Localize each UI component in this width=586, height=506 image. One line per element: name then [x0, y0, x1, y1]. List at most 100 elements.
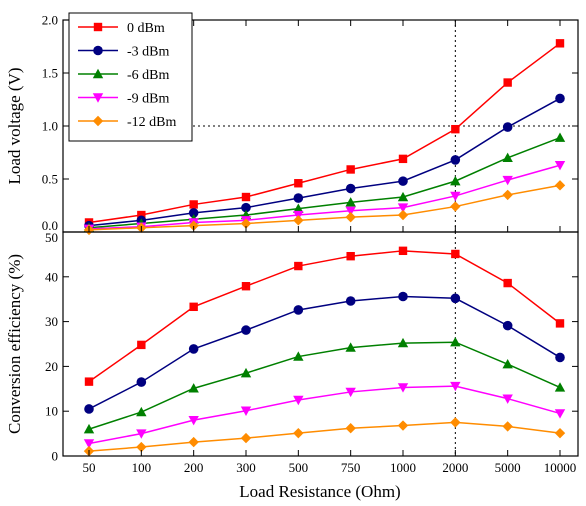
bottom-data-point: [136, 441, 147, 453]
legend-swatch-marker: [92, 68, 104, 79]
bottom-data-point: [240, 367, 252, 378]
top-data-point: [450, 155, 461, 165]
legend-entry: -9 dBm: [78, 92, 170, 107]
bottom-data-point: [450, 337, 461, 347]
top-data-point: [345, 183, 356, 194]
top-ytick-label: 1.0: [42, 119, 58, 134]
top-data-point: [397, 203, 409, 213]
bottom-data-point: [555, 352, 565, 363]
bottom-series-2: [83, 337, 566, 434]
top-ytick-label: 1.5: [42, 66, 58, 81]
legend-label: -9 dBm: [127, 92, 170, 107]
top-data-point: [451, 124, 460, 134]
top-data-point: [345, 206, 356, 216]
bottom-data-point: [345, 423, 356, 434]
x-axis: 50 100 200 300 500 750 1000 2000 5000 10000: [83, 20, 576, 475]
bottom-data-point: [84, 377, 94, 386]
top-data-point: [398, 154, 408, 164]
bottom-data-point: [83, 423, 95, 434]
bottom-data-point: [189, 302, 198, 312]
x-tick-label: 2000: [442, 460, 468, 475]
bottom-data-point: [450, 293, 461, 304]
x-tick-label: 1000: [390, 460, 416, 475]
bottom-series-line: [88, 421, 561, 452]
bottom-series-3: [83, 381, 566, 449]
top-data-point: [555, 39, 565, 48]
top-ytick-label: 0.5: [42, 172, 58, 187]
top-series-0: [84, 39, 565, 227]
top-data-point: [188, 208, 199, 218]
bottom-ytick-label: 0: [52, 449, 59, 464]
bottom-data-point: [293, 427, 304, 439]
legend-box: [68, 12, 193, 142]
top-series-line: [88, 97, 561, 227]
x-tick-label: 200: [184, 460, 204, 475]
legend-entry: -3 dBm: [78, 45, 170, 60]
bottom-data-point: [136, 406, 147, 417]
bottom-ytick-label: 50: [45, 230, 58, 245]
bottom-data-point: [293, 395, 304, 406]
top-data-point: [240, 218, 252, 229]
y-axis-title-bottom: Conversion efficiency (%): [5, 254, 24, 434]
bottom-frame: [62, 231, 579, 457]
bottom-data-point: [345, 387, 356, 398]
legend-entry: 0 dBm: [78, 21, 165, 36]
bottom-data-point: [294, 261, 303, 271]
top-data-point: [554, 180, 566, 191]
top-data-point: [345, 211, 356, 223]
x-tick-label: 750: [341, 460, 361, 475]
legend-swatch-marker: [92, 93, 104, 103]
bottom-data-point: [83, 439, 95, 449]
bottom-data-point: [293, 305, 304, 315]
legend-swatch-marker: [93, 22, 103, 32]
bottom-data-point: [397, 383, 409, 393]
x-axis-title: Load Resistance (Ohm): [239, 482, 400, 501]
bottom-data-point: [241, 325, 251, 335]
bottom-data-point: [188, 415, 199, 426]
top-data-point: [345, 197, 356, 207]
top-data-point: [241, 202, 251, 213]
legend-swatch-marker: [93, 45, 103, 56]
bottom-data-point: [84, 404, 94, 414]
bottom-data-point: [188, 436, 199, 448]
top-data-point: [450, 201, 461, 212]
bottom-data-point: [502, 394, 513, 404]
top-data-point: [137, 210, 146, 220]
legend-entry: -6 dBm: [78, 68, 170, 83]
top-series-line: [88, 164, 561, 230]
bottom-data-point: [398, 291, 408, 302]
bottom-data-point: [502, 421, 513, 432]
bottom-panel: 0 10 20 30 40 50: [45, 230, 579, 464]
top-data-point: [450, 191, 461, 202]
bottom-data-point: [502, 358, 513, 369]
top-series-line: [88, 184, 561, 231]
legend-label: -6 dBm: [127, 68, 170, 83]
bottom-data-point: [397, 420, 409, 431]
bottom-data-point: [554, 382, 566, 392]
bottom-data-point: [450, 381, 461, 392]
bottom-series-line: [88, 295, 561, 410]
bottom-series-line: [88, 250, 561, 383]
bottom-data-point: [136, 429, 147, 439]
bottom-series-4: [83, 417, 566, 457]
bottom-data-point: [503, 278, 512, 288]
bottom-series-1: [84, 291, 565, 414]
top-data-point: [555, 93, 565, 104]
legend-swatch-marker: [92, 115, 104, 127]
bottom-data-point: [345, 342, 356, 352]
bottom-ytick-label: 30: [45, 314, 58, 329]
bottom-data-point: [397, 337, 409, 348]
bottom-data-point: [502, 320, 513, 331]
top-data-point: [293, 193, 304, 203]
bottom-data-point: [398, 246, 408, 256]
bottom-data-point: [137, 340, 146, 350]
top-data-point: [293, 203, 304, 213]
top-series-2: [83, 132, 566, 232]
top-ytick-label: 0.0: [42, 218, 58, 233]
top-data-point: [502, 175, 513, 186]
top-data-point: [502, 152, 513, 162]
top-data-point: [450, 175, 461, 186]
legend: 0 dBm -3 dBm -6 dBm -9 dBm -12 dBm: [68, 12, 193, 142]
top-series-4: [83, 180, 566, 236]
